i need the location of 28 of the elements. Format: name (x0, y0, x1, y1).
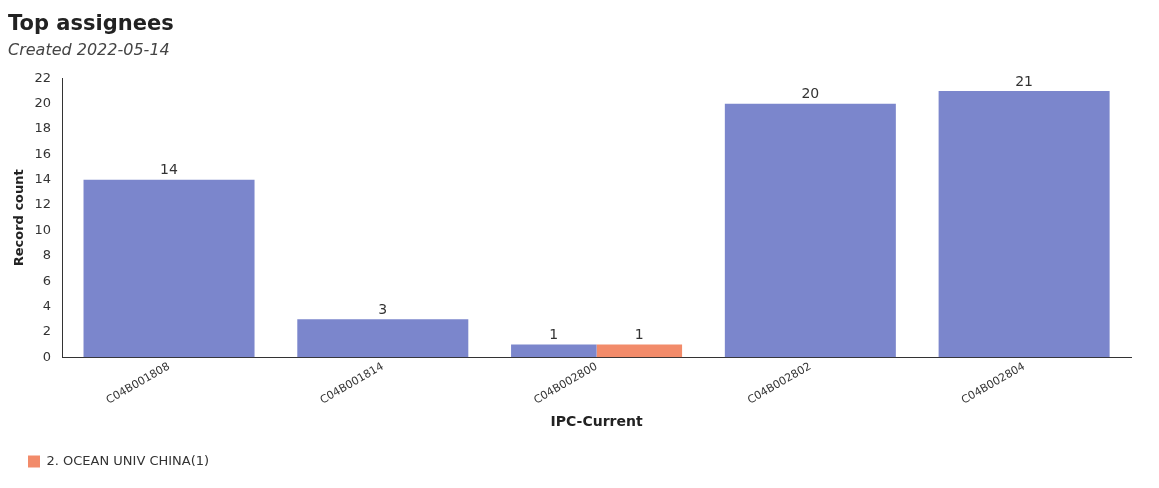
chart-title: Top assignees (8, 11, 174, 36)
data-label: 21 (1015, 72, 1034, 89)
bar (938, 91, 1110, 358)
y-tick-label: 20 (34, 95, 52, 111)
y-tick-label: 16 (34, 145, 52, 161)
data-label: 1 (634, 326, 644, 343)
y-axis-title: Record count (11, 169, 27, 267)
bar (724, 103, 896, 358)
data-label: 3 (378, 300, 388, 317)
data-label: 1 (549, 326, 559, 343)
bar (596, 344, 683, 358)
x-axis-title: IPC-Current (550, 413, 643, 430)
y-tick-label: 6 (42, 272, 52, 288)
y-tick-label: 22 (34, 69, 52, 85)
data-label: 20 (801, 85, 820, 102)
bar (297, 319, 469, 358)
y-tick-label: 14 (34, 171, 52, 187)
y-tick-label: 8 (42, 247, 52, 263)
data-label: 14 (160, 161, 179, 178)
y-tick-label: 4 (42, 297, 52, 313)
legend-label: 2. OCEAN UNIV CHINA(1) (46, 452, 210, 468)
bar (83, 179, 255, 358)
y-tick-label: 2 (42, 323, 52, 339)
y-tick-label: 18 (34, 120, 52, 136)
y-tick-label: 0 (42, 348, 52, 364)
chart-subtitle: Created 2022-05-14 (8, 39, 170, 59)
y-tick-label: 12 (34, 196, 52, 212)
y-tick-label: 10 (34, 221, 52, 237)
